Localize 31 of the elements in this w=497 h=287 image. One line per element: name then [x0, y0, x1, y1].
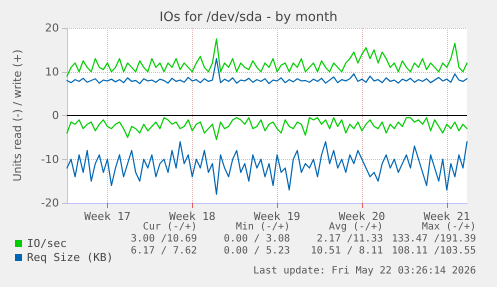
text: Min (-/+) — [236, 222, 290, 232]
text: 108.11 /103.55 — [392, 246, 476, 256]
text: Max (-/+) — [422, 222, 476, 232]
text: Cur (-/+) — [142, 222, 197, 232]
x-tick-label: Week 20 — [338, 210, 386, 223]
text: 0.00 / 3.08 — [224, 234, 290, 244]
line-series — [66, 58, 468, 84]
text: 6.17 / 7.62 — [130, 246, 197, 256]
x-tick-label: Week 18 — [169, 210, 216, 223]
y-tick-label: -10 — [41, 152, 59, 166]
legend-label: Req Size (KB) — [27, 251, 114, 264]
line-series — [66, 141, 468, 195]
y-tick-label: 10 — [45, 65, 59, 78]
text: 3.00 /10.69 — [130, 234, 197, 244]
text: 2.17 /11.33 — [316, 234, 383, 244]
chart-title: IOs for /dev/sda - by month — [160, 10, 338, 25]
x-tick-label: Week 17 — [84, 210, 131, 223]
text: Last update: Fri May 22 03:26:14 2026 — [253, 266, 476, 276]
y-tick-label: -20 — [41, 196, 59, 210]
x-tick-label: Week 19 — [254, 210, 300, 223]
y-axis-title: Units read (-) / write (+) — [11, 49, 24, 182]
line-series — [66, 117, 468, 140]
legend-label: IO/sec — [27, 237, 67, 250]
y-tick-label: 0 — [52, 109, 59, 122]
y-tick-label: 20 — [45, 22, 59, 34]
text: Avg (-/+) — [328, 222, 383, 232]
text: 0.00 / 5.23 — [224, 246, 290, 256]
x-tick-label: Week 21 — [424, 210, 470, 223]
line-series — [66, 38, 468, 77]
text: 133.47 /191.39 — [392, 234, 476, 244]
text: 10.51 / 8.11 — [310, 246, 383, 256]
